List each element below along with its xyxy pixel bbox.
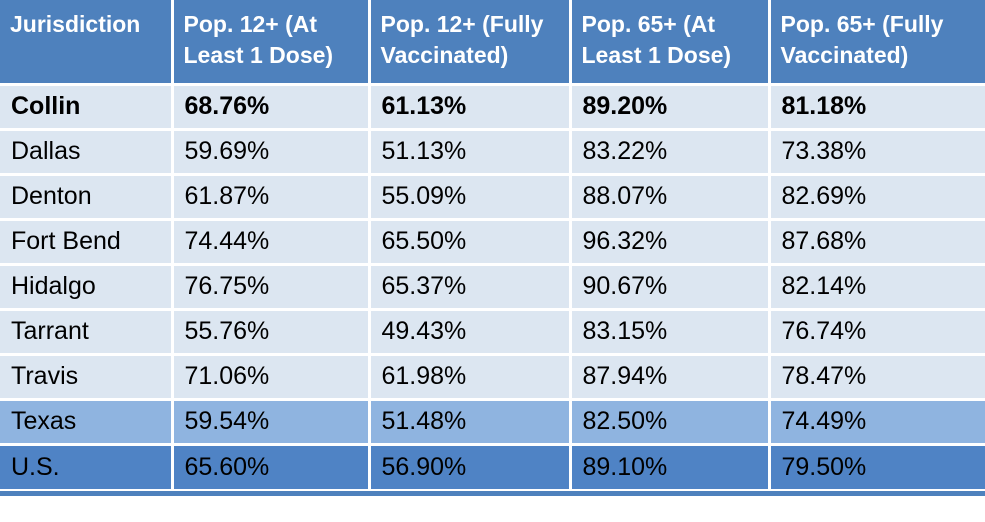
header-label: Pop. 12+ (Fully <box>380 11 544 37</box>
table-row-travis: Travis 71.06% 61.98% 87.94% 78.47% <box>0 352 985 401</box>
cell-jurisdiction: Hidalgo <box>0 262 174 311</box>
cell-jurisdiction: Denton <box>0 172 174 221</box>
cell-pop65-dose1: 96.32% <box>568 217 771 266</box>
table-row-collin: Collin 68.76% 61.13% 89.20% 81.18% <box>0 82 985 131</box>
cell-pop12-full: 65.50% <box>367 217 572 266</box>
cell-pop12-full: 49.43% <box>367 307 572 356</box>
cell-pop65-full: 79.50% <box>767 442 985 491</box>
cell-pop65-dose1: 90.67% <box>568 262 771 311</box>
cell-pop65-dose1: 82.50% <box>568 397 771 446</box>
cell-pop12-dose1: 59.69% <box>170 127 371 176</box>
table-bottom-border <box>0 491 985 496</box>
cell-jurisdiction: Fort Bend <box>0 217 174 266</box>
cell-pop12-dose1: 71.06% <box>170 352 371 401</box>
cell-pop12-dose1: 61.87% <box>170 172 371 221</box>
cell-jurisdiction: Travis <box>0 352 174 401</box>
cell-jurisdiction: Tarrant <box>0 307 174 356</box>
table-row-fort-bend: Fort Bend 74.44% 65.50% 96.32% 87.68% <box>0 217 985 266</box>
cell-pop12-full: 56.90% <box>367 442 572 491</box>
cell-jurisdiction: Texas <box>0 397 174 446</box>
header-label: Least 1 Dose) <box>183 42 334 68</box>
cell-pop12-full: 61.13% <box>367 82 572 131</box>
cell-pop65-full: 81.18% <box>767 82 985 131</box>
cell-pop65-dose1: 89.10% <box>568 442 771 491</box>
cell-pop65-full: 74.49% <box>767 397 985 446</box>
table-row-us: U.S. 65.60% 56.90% 89.10% 79.50% <box>0 442 985 491</box>
header-label: Pop. 65+ (At <box>581 11 716 37</box>
cell-pop65-dose1: 83.22% <box>568 127 771 176</box>
column-header-pop65-full: Pop. 65+ (Fully Vaccinated) <box>767 0 985 86</box>
cell-pop65-dose1: 88.07% <box>568 172 771 221</box>
cell-pop65-full: 76.74% <box>767 307 985 356</box>
cell-pop65-dose1: 83.15% <box>568 307 771 356</box>
table-row-denton: Denton 61.87% 55.09% 88.07% 82.69% <box>0 172 985 221</box>
column-header-pop65-dose1: Pop. 65+ (At Least 1 Dose) <box>568 0 771 86</box>
table-row-hidalgo: Hidalgo 76.75% 65.37% 90.67% 82.14% <box>0 262 985 311</box>
header-label: Vaccinated) <box>780 42 909 68</box>
header-label: Pop. 12+ (At <box>183 11 318 37</box>
cell-pop12-dose1: 68.76% <box>170 82 371 131</box>
cell-pop12-full: 65.37% <box>367 262 572 311</box>
cell-pop65-full: 73.38% <box>767 127 985 176</box>
cell-pop65-dose1: 87.94% <box>568 352 771 401</box>
cell-pop12-dose1: 76.75% <box>170 262 371 311</box>
cell-pop12-dose1: 55.76% <box>170 307 371 356</box>
header-label: Vaccinated) <box>380 42 509 68</box>
cell-pop65-full: 82.14% <box>767 262 985 311</box>
cell-jurisdiction: U.S. <box>0 442 174 491</box>
cell-pop65-dose1: 89.20% <box>568 82 771 131</box>
column-header-jurisdiction: Jurisdiction <box>0 0 174 86</box>
cell-pop65-full: 82.69% <box>767 172 985 221</box>
column-header-pop12-dose1: Pop. 12+ (At Least 1 Dose) <box>170 0 371 86</box>
cell-jurisdiction: Dallas <box>0 127 174 176</box>
header-row: Jurisdiction Pop. 12+ (At Least 1 Dose) … <box>0 0 985 86</box>
header-label: Pop. 65+ (Fully <box>780 11 944 37</box>
table-row-dallas: Dallas 59.69% 51.13% 83.22% 73.38% <box>0 127 985 176</box>
cell-pop12-full: 61.98% <box>367 352 572 401</box>
cell-pop65-full: 78.47% <box>767 352 985 401</box>
cell-pop65-full: 87.68% <box>767 217 985 266</box>
cell-jurisdiction: Collin <box>0 82 174 131</box>
cell-pop12-full: 55.09% <box>367 172 572 221</box>
vaccination-table: Jurisdiction Pop. 12+ (At Least 1 Dose) … <box>0 0 985 491</box>
cell-pop12-full: 51.48% <box>367 397 572 446</box>
table-row-tarrant: Tarrant 55.76% 49.43% 83.15% 76.74% <box>0 307 985 356</box>
column-header-pop12-full: Pop. 12+ (Fully Vaccinated) <box>367 0 572 86</box>
cell-pop12-dose1: 65.60% <box>170 442 371 491</box>
cell-pop12-full: 51.13% <box>367 127 572 176</box>
header-label: Least 1 Dose) <box>581 42 732 68</box>
vaccination-table-container: Jurisdiction Pop. 12+ (At Least 1 Dose) … <box>0 0 985 496</box>
cell-pop12-dose1: 74.44% <box>170 217 371 266</box>
table-row-texas: Texas 59.54% 51.48% 82.50% 74.49% <box>0 397 985 446</box>
header-label: Jurisdiction <box>10 11 141 37</box>
cell-pop12-dose1: 59.54% <box>170 397 371 446</box>
